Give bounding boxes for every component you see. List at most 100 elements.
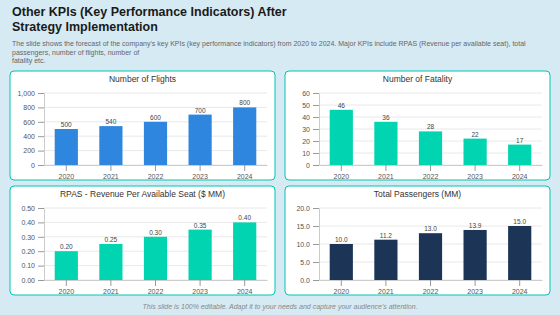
- tick-label: 0.30: [21, 234, 35, 241]
- plot-area: 02004006008001,00020202021202220232024 50…: [17, 90, 267, 180]
- plot-area: 0102030405060202020212022202320244636282…: [302, 90, 542, 180]
- tick-label: 10.0: [296, 241, 310, 248]
- x-tick: 2022: [423, 165, 439, 180]
- x-tick: 2023: [192, 280, 208, 295]
- bar: [99, 126, 122, 165]
- data-label: 46: [338, 102, 346, 109]
- tick-label: 60: [302, 90, 310, 97]
- chart-title: Number of Fatality: [383, 74, 453, 84]
- x-tick: 2024: [512, 165, 528, 180]
- x-axis: 2020 2021 2022 2023 2024: [45, 280, 268, 295]
- bar: [464, 139, 487, 165]
- bars: [330, 226, 532, 280]
- tick-mark: [519, 165, 520, 171]
- x-axis: 2020 2021 2022 2023 2024: [320, 165, 543, 180]
- tick-label: 2023: [467, 173, 483, 180]
- y-axis: 0.05.010.015.020.0: [296, 205, 319, 284]
- data-labels: 10.011.213.013.915.0: [335, 218, 526, 243]
- tick-mark: [38, 251, 44, 252]
- tick-label: 2020: [334, 288, 350, 295]
- bar: [374, 122, 397, 165]
- axis-line: [44, 209, 45, 281]
- tick-label: 2020: [59, 288, 75, 295]
- y-axis: 02004006008001,000: [17, 90, 44, 169]
- bars: [330, 110, 532, 165]
- tick-label: 0.0: [300, 277, 310, 284]
- bar: [144, 237, 167, 280]
- bar: [419, 131, 442, 165]
- chart-panel: Total Passengers (MM)0.05.010.015.020.02…: [285, 186, 550, 295]
- x-tick: 2020: [334, 280, 350, 295]
- x-tick: 2023: [467, 280, 483, 295]
- chart-title: RPAS - Revenue Per Available Seat ($ MM): [60, 189, 225, 199]
- tick-label: 0: [306, 162, 310, 169]
- bar: [189, 230, 212, 280]
- title: Other KPIs (Key Performance Indicators) …: [12, 5, 287, 34]
- tick-mark: [38, 280, 44, 281]
- tick-mark: [155, 165, 156, 171]
- data-labels: 0.200.250.300.350.40: [60, 214, 251, 250]
- y-tick: 60: [302, 90, 319, 97]
- tick-mark: [66, 280, 67, 286]
- y-tick: 0: [306, 162, 319, 169]
- tick-label: 20: [302, 138, 310, 145]
- y-tick: 1,000: [17, 90, 44, 97]
- bar: [464, 230, 487, 280]
- tick-mark: [430, 280, 431, 286]
- tick-label: 2022: [148, 288, 164, 295]
- tick-mark: [475, 280, 476, 286]
- tick-mark: [38, 222, 44, 223]
- data-label: 36: [382, 114, 390, 121]
- tick-mark: [519, 280, 520, 286]
- tick-mark: [313, 208, 319, 209]
- y-tick: 20: [302, 138, 319, 145]
- y-axis: 0.000.100.200.300.400.50: [21, 205, 44, 284]
- x-axis: 20202021202220232024: [45, 165, 268, 180]
- tick-label: 10: [302, 150, 310, 157]
- tick-label: 2021: [378, 288, 394, 295]
- data-label: 17: [516, 137, 524, 144]
- x-tick: 2021: [378, 280, 394, 295]
- chart-page: Other KPIs (Key Performance Indicators) …: [0, 0, 560, 315]
- bar: [508, 226, 531, 280]
- y-tick: 50: [302, 102, 319, 109]
- data-label: 0.40: [238, 214, 251, 221]
- axis-line: [319, 94, 320, 166]
- x-tick: 2024: [237, 165, 253, 180]
- grid: [44, 93, 267, 165]
- tick-label: 0.20: [21, 248, 35, 255]
- x-tick: 2024: [237, 280, 253, 295]
- panel-background: [285, 71, 550, 180]
- grid-line: [319, 208, 542, 209]
- grid-line: [319, 105, 542, 106]
- tick-mark: [244, 165, 245, 171]
- tick-label: 0.00: [21, 277, 35, 284]
- tick-mark: [38, 237, 44, 238]
- tick-mark: [313, 117, 319, 118]
- panel-background: [10, 71, 275, 180]
- tick-label: 2022: [423, 173, 439, 180]
- data-label: 10.0: [335, 236, 348, 243]
- tick-mark: [66, 165, 67, 171]
- x-tick: 2021: [103, 280, 119, 295]
- y-tick: 20.0: [296, 205, 319, 212]
- tick-mark: [38, 151, 44, 152]
- x-tick: 2020: [334, 165, 350, 180]
- y-tick: 0.50: [21, 205, 44, 212]
- tick-mark: [110, 280, 111, 286]
- background: [0, 0, 560, 315]
- data-labels: 500540600700800: [61, 99, 251, 128]
- tick-label: 30: [302, 126, 310, 133]
- bar: [508, 145, 531, 165]
- data-label: 540: [105, 118, 116, 125]
- tick-mark: [110, 165, 111, 171]
- x-tick: 2023: [467, 165, 483, 180]
- bar: [55, 251, 78, 280]
- grid: [319, 208, 542, 280]
- tick-mark: [155, 280, 156, 286]
- tick-label: 0.40: [21, 219, 35, 226]
- chart-title: Number of Flights: [109, 74, 176, 84]
- y-tick: 0.00: [21, 277, 44, 284]
- tick-label: 2021: [378, 173, 394, 180]
- x-tick: 2024: [512, 280, 528, 295]
